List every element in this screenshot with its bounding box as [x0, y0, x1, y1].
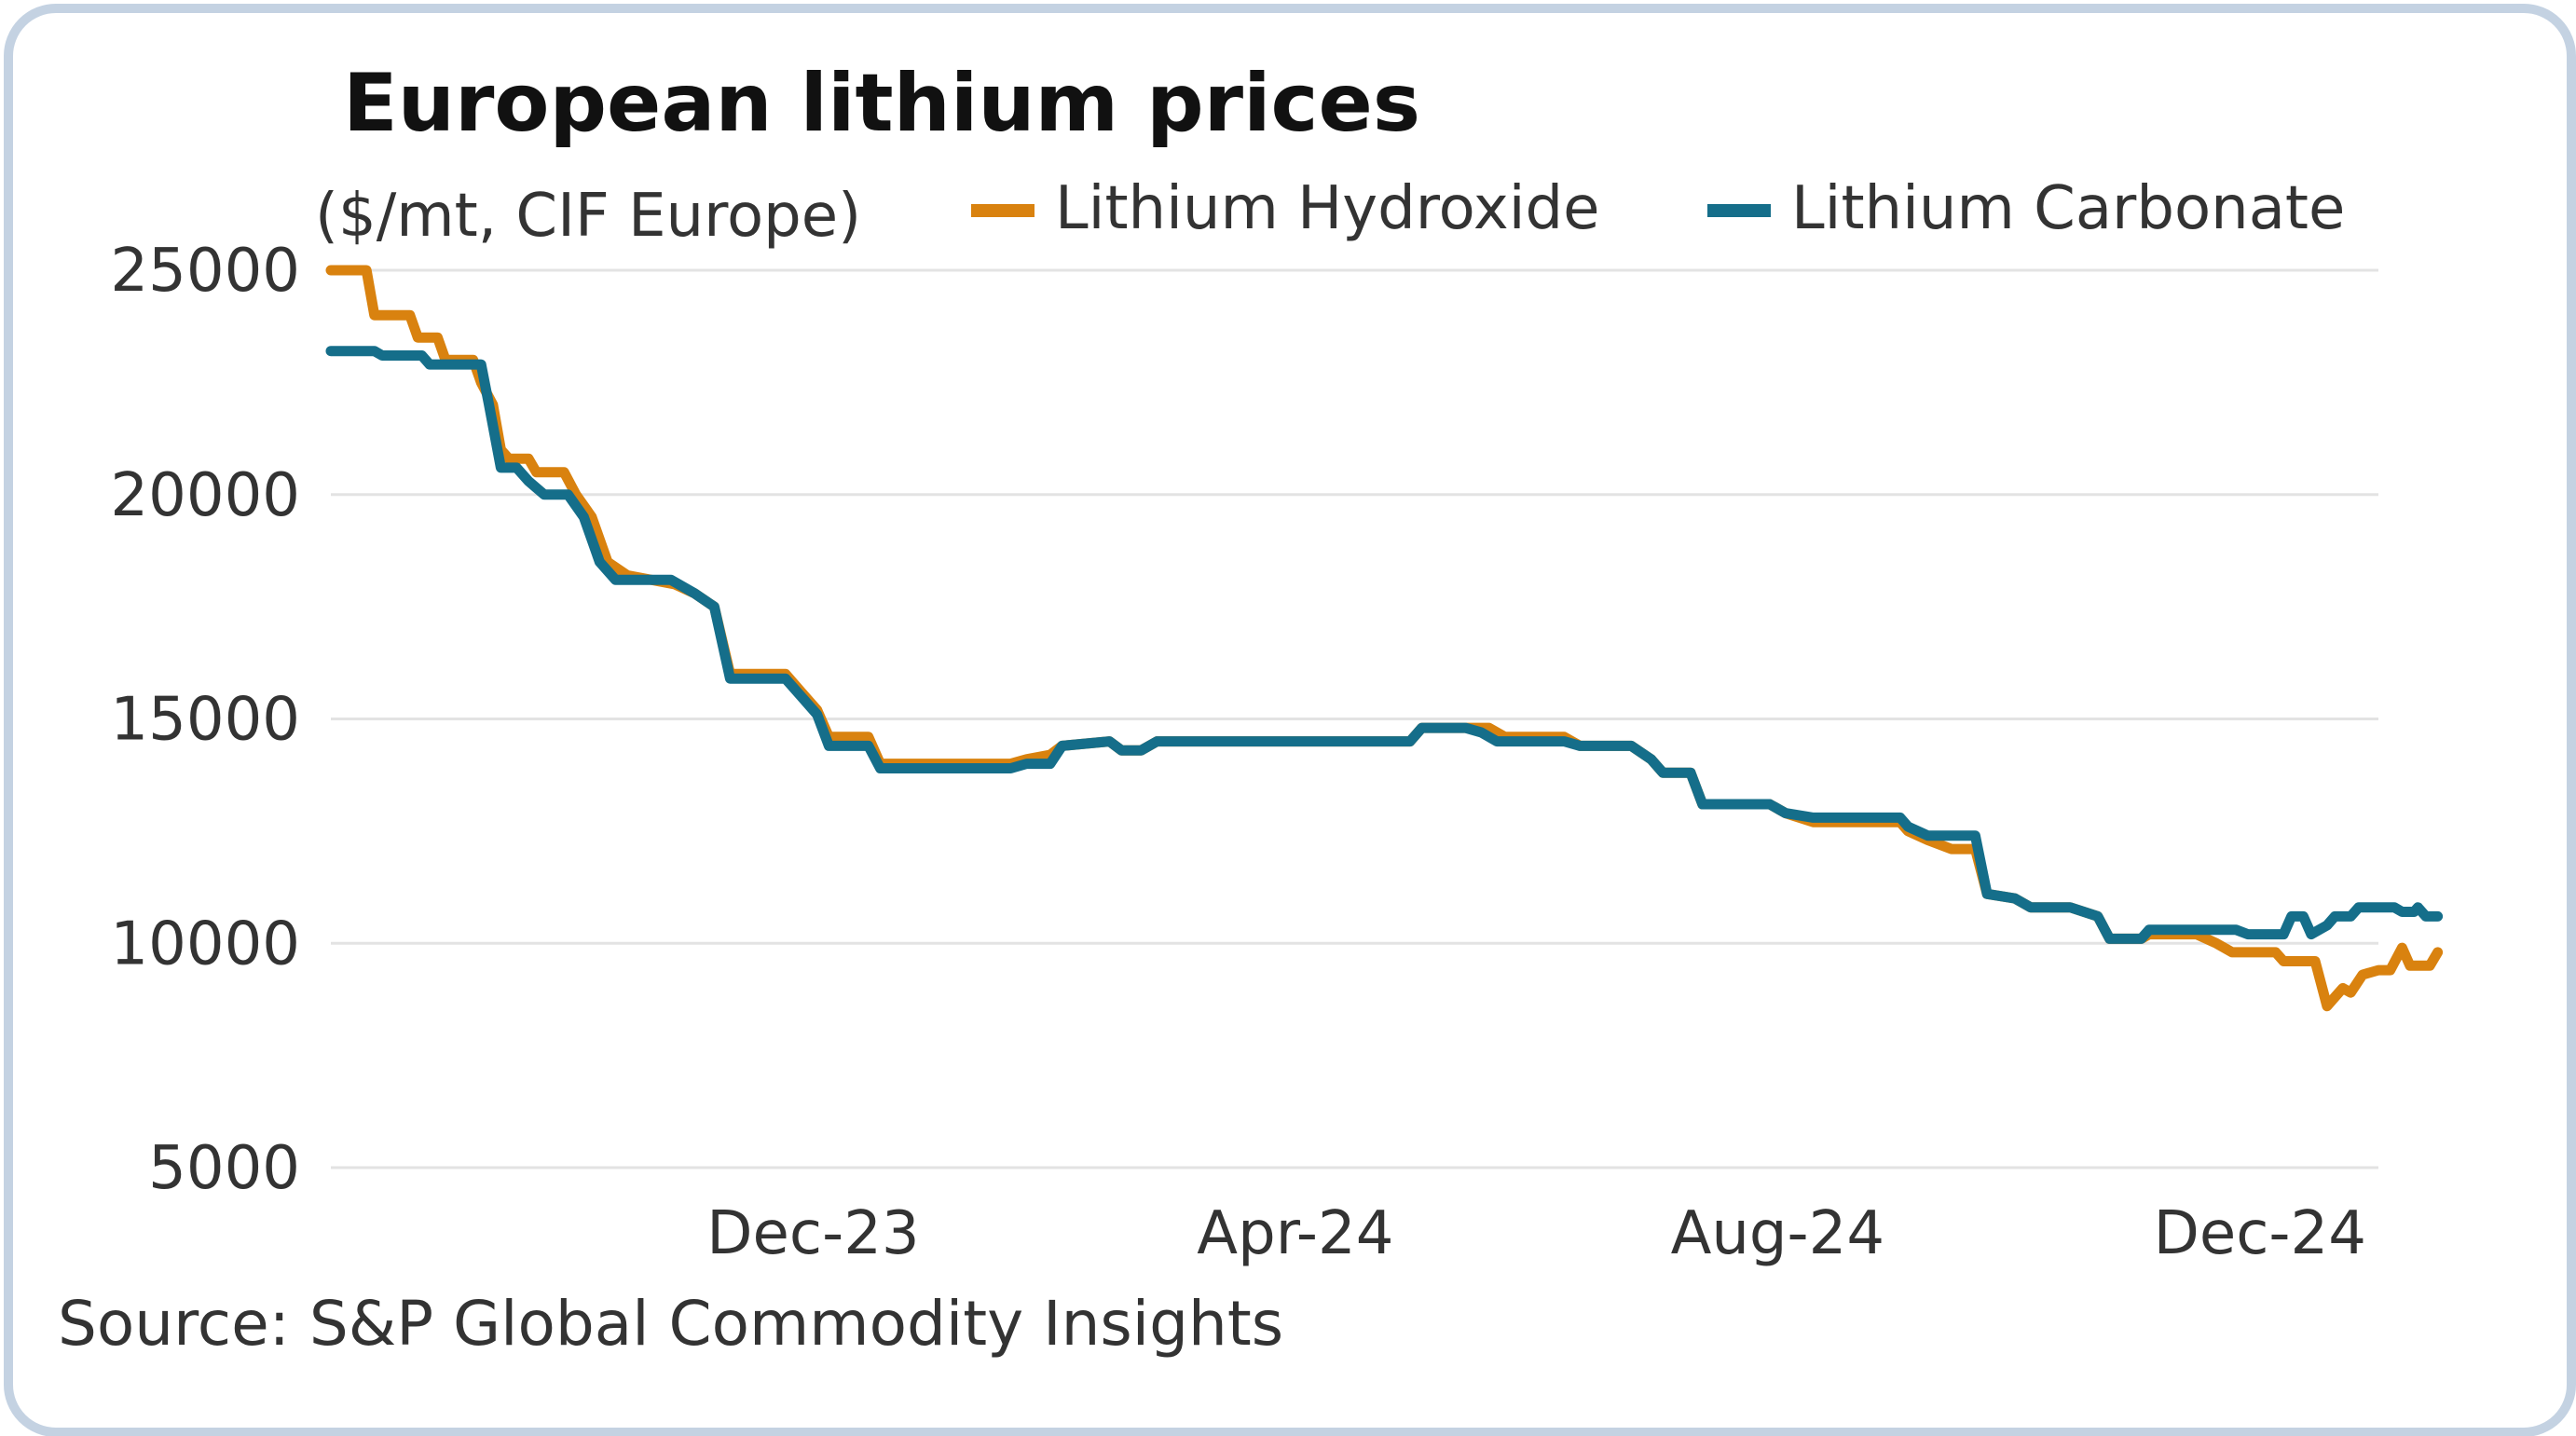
legend-label-hydroxide: Lithium Hydroxide [1055, 174, 1600, 243]
series [325, 265, 2444, 1012]
x-tick-label: Aug-24 [1671, 1199, 1885, 1268]
y-axis: 25000 20000 15000 10000 5000 [110, 237, 300, 1203]
gridlines [331, 268, 2378, 1169]
chart-title: European lithium prices [343, 57, 1420, 150]
x-tick-label: Apr-24 [1197, 1199, 1393, 1268]
y-tick-label: 20000 [110, 461, 300, 530]
y-tick-label: 10000 [110, 909, 300, 978]
x-tick-label: Dec-24 [2154, 1199, 2366, 1268]
source-note: Source: S&P Global Commodity Insights [58, 1288, 1283, 1360]
x-tick-label: Dec-23 [706, 1199, 919, 1268]
series-line-hydroxide [325, 265, 2444, 1012]
y-tick-label: 25000 [110, 237, 300, 306]
y-tick-label: 15000 [110, 686, 300, 755]
y-tick-label: 5000 [148, 1134, 300, 1203]
series-line-carbonate [325, 346, 2444, 944]
legend-label-carbonate: Lithium Carbonate [1791, 174, 2345, 243]
legend: Lithium Hydroxide Lithium Carbonate [971, 174, 2345, 243]
x-axis: Dec-23 Apr-24 Aug-24 Dec-24 [706, 1199, 2366, 1268]
chart-subtitle: ($/mt, CIF Europe) [315, 182, 861, 251]
